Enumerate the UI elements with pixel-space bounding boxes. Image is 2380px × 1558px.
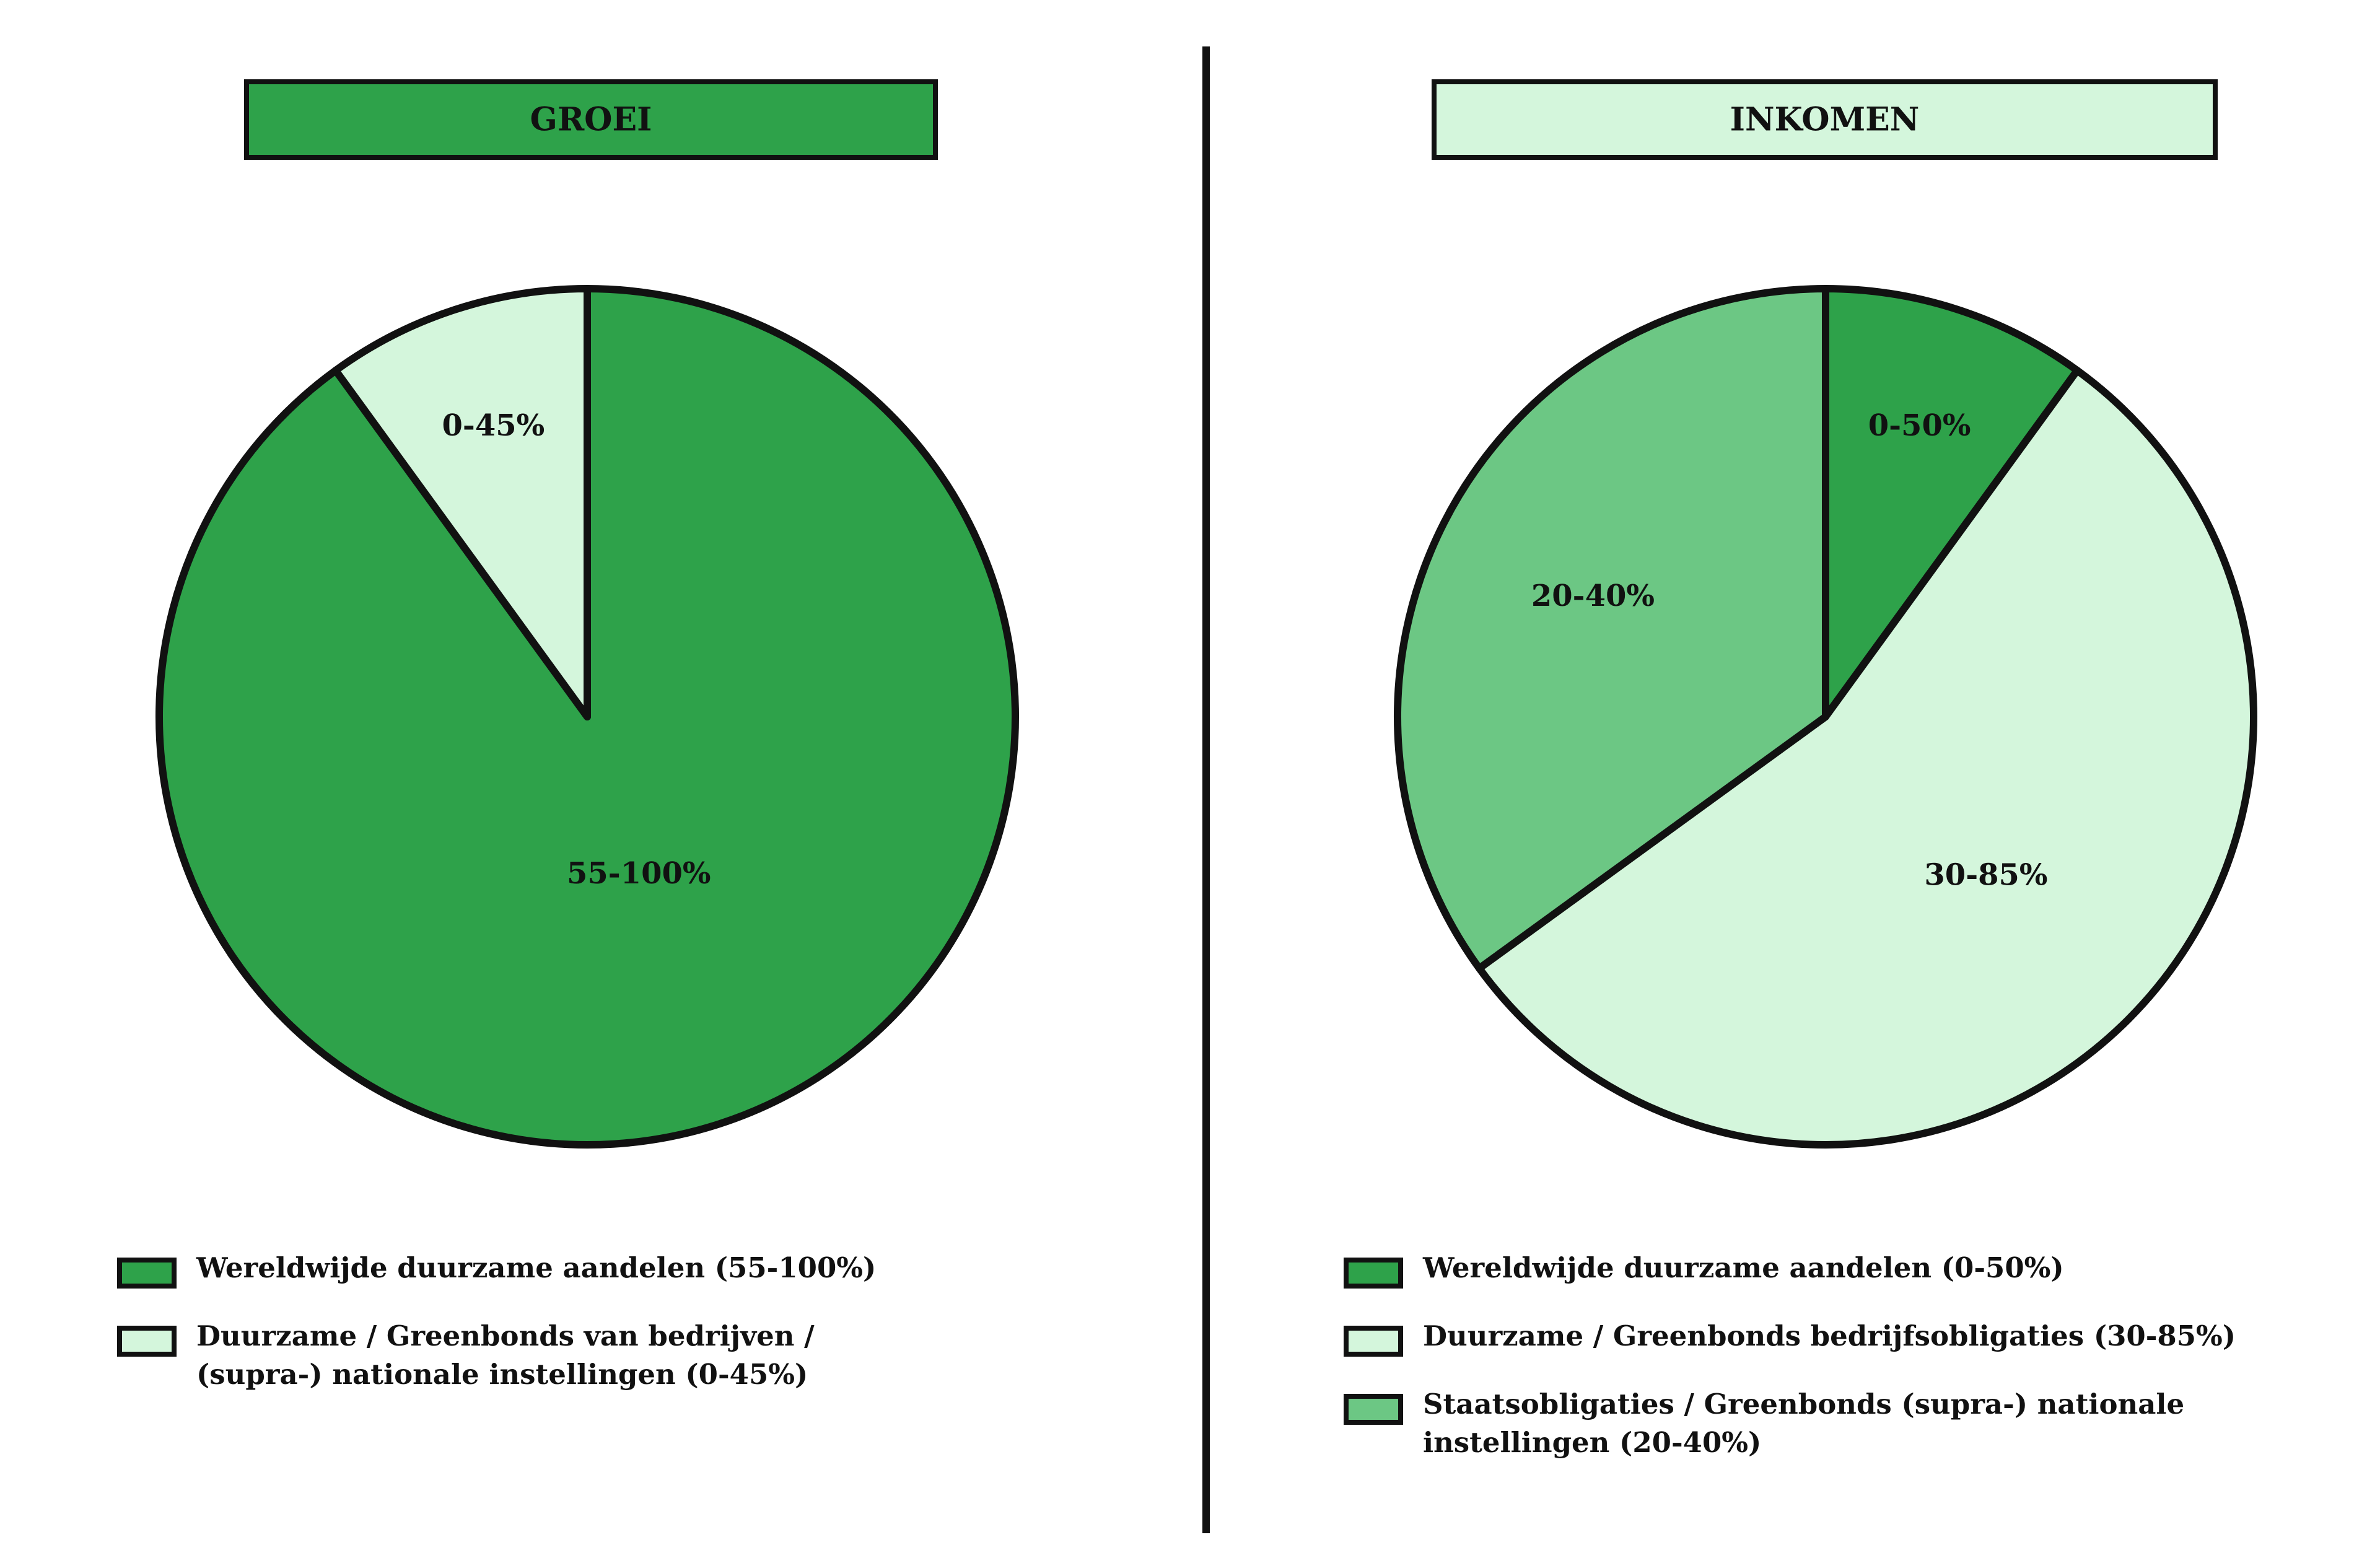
pie-slice: [1475, 366, 2257, 1149]
pie-slice: [1394, 285, 1829, 973]
legend-label: Wereldwijde duurzame aandelen (0-50%): [1423, 1251, 2064, 1284]
slice-label: 55-100%: [567, 856, 711, 891]
pie-slice: [1822, 285, 2081, 720]
legend-label: Wereldwijde duurzame aandelen (55-100%): [196, 1251, 877, 1284]
slice-label: 30-85%: [1924, 857, 2047, 892]
pie-slice: [155, 285, 1019, 1149]
chart-title: GROEI: [530, 101, 652, 139]
slice-label: 0-50%: [1868, 408, 1971, 443]
title-box: [1432, 79, 2218, 160]
chart-title: INKOMEN: [1730, 101, 1920, 139]
legend-swatch: [1344, 1258, 1403, 1289]
legend: Wereldwijde duurzame aandelen (0-50%) Duu…: [1344, 1251, 2236, 1498]
legend-item: Staatsobligaties / Greenbonds (supra-) n…: [1344, 1388, 2236, 1462]
legend-swatch: [1344, 1326, 1403, 1357]
pie: [1394, 285, 2257, 1149]
legend-label: Staatsobligaties / Greenbonds (supra-) n…: [1423, 1388, 2185, 1459]
legend-item: Duurzame / Greenbonds van bedrijven / (s…: [117, 1319, 876, 1394]
slice-label: 20-40%: [1531, 579, 1655, 613]
pie-slice: [331, 285, 591, 720]
legend-item: Wereldwijde duurzame aandelen (55-100%): [117, 1251, 876, 1289]
legend-item: Duurzame / Greenbonds bedrijfsobligaties…: [1344, 1319, 2236, 1357]
slice-label: 0-45%: [442, 408, 545, 443]
title-box: [244, 79, 938, 160]
legend-swatch: [117, 1258, 177, 1289]
legend-swatch: [117, 1326, 177, 1357]
legend-item: Wereldwijde duurzame aandelen (0-50%): [1344, 1251, 2236, 1289]
legend-label: Duurzame / Greenbonds bedrijfsobligaties…: [1423, 1319, 2236, 1352]
legend-label: Duurzame / Greenbonds van bedrijven / (s…: [196, 1319, 815, 1391]
legend: Wereldwijde duurzame aandelen (55-100%) D…: [117, 1251, 876, 1430]
legend-swatch: [1344, 1394, 1403, 1425]
pie: [155, 285, 1019, 1149]
